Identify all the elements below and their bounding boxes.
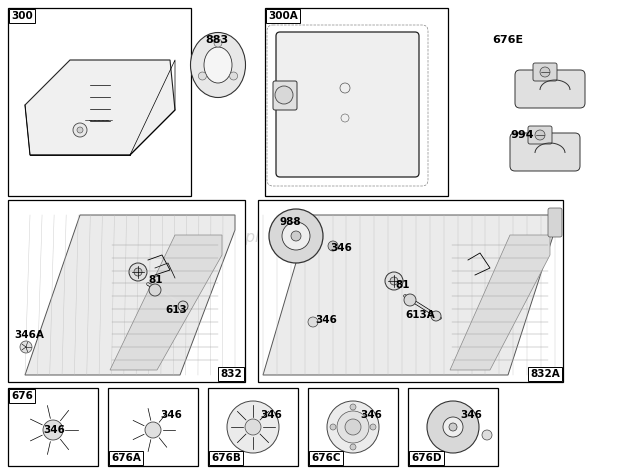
Circle shape	[427, 401, 479, 453]
Circle shape	[328, 241, 338, 251]
Circle shape	[385, 272, 403, 290]
Text: 994: 994	[510, 130, 534, 140]
Text: 613: 613	[165, 305, 187, 315]
Circle shape	[350, 404, 356, 410]
Circle shape	[327, 401, 379, 453]
Polygon shape	[25, 215, 235, 375]
Text: 676A: 676A	[111, 453, 141, 463]
Circle shape	[269, 209, 323, 263]
Text: 988: 988	[280, 217, 301, 227]
Text: eReplacementParts.com: eReplacementParts.com	[216, 230, 404, 245]
Text: 346: 346	[260, 410, 282, 420]
Circle shape	[431, 311, 441, 321]
Circle shape	[404, 294, 416, 306]
Text: 346: 346	[315, 315, 337, 325]
Circle shape	[178, 301, 188, 311]
FancyBboxPatch shape	[533, 63, 557, 81]
Text: 346: 346	[160, 410, 182, 420]
Circle shape	[535, 130, 545, 140]
Text: 346: 346	[460, 410, 482, 420]
Text: 346: 346	[43, 425, 65, 435]
FancyBboxPatch shape	[273, 81, 297, 110]
Circle shape	[443, 417, 463, 437]
Text: 300: 300	[11, 11, 33, 21]
FancyBboxPatch shape	[276, 32, 419, 177]
Circle shape	[330, 424, 336, 430]
Bar	[8, 8, 191, 196]
Bar	[108, 388, 198, 466]
Circle shape	[227, 401, 279, 453]
Polygon shape	[25, 60, 175, 155]
Circle shape	[149, 284, 161, 296]
Circle shape	[229, 72, 237, 80]
Polygon shape	[110, 235, 222, 370]
FancyBboxPatch shape	[510, 133, 580, 171]
Circle shape	[145, 422, 161, 438]
Circle shape	[350, 444, 356, 450]
Polygon shape	[263, 215, 555, 375]
Text: 346: 346	[360, 410, 382, 420]
Ellipse shape	[204, 47, 232, 83]
Circle shape	[370, 424, 376, 430]
Text: 613A: 613A	[405, 310, 435, 320]
Circle shape	[390, 277, 398, 285]
FancyBboxPatch shape	[528, 126, 552, 144]
Text: 832A: 832A	[530, 369, 560, 379]
Text: 676D: 676D	[411, 453, 441, 463]
Circle shape	[214, 39, 222, 47]
Bar	[8, 200, 245, 382]
Circle shape	[291, 231, 301, 241]
Circle shape	[77, 127, 83, 133]
Ellipse shape	[190, 32, 246, 97]
Bar	[265, 8, 448, 196]
Circle shape	[73, 123, 87, 137]
Circle shape	[198, 72, 206, 80]
Circle shape	[134, 268, 142, 276]
Polygon shape	[450, 235, 550, 370]
Text: 883: 883	[205, 35, 228, 45]
Circle shape	[282, 222, 310, 250]
Text: 676: 676	[11, 391, 33, 401]
Circle shape	[482, 430, 492, 440]
Text: 676E: 676E	[492, 35, 523, 45]
Text: 81: 81	[395, 280, 409, 290]
Circle shape	[449, 423, 457, 431]
Circle shape	[345, 419, 361, 435]
Circle shape	[337, 411, 369, 443]
Text: 81: 81	[148, 275, 162, 285]
Text: 832: 832	[220, 369, 242, 379]
Text: 676B: 676B	[211, 453, 241, 463]
Text: 300A: 300A	[268, 11, 298, 21]
Circle shape	[540, 67, 550, 77]
Circle shape	[275, 86, 293, 104]
Text: 346: 346	[330, 243, 352, 253]
FancyBboxPatch shape	[515, 70, 585, 108]
Circle shape	[129, 263, 147, 281]
Bar	[408, 388, 498, 466]
Circle shape	[308, 317, 318, 327]
Circle shape	[245, 419, 261, 435]
Circle shape	[20, 341, 32, 353]
FancyBboxPatch shape	[548, 208, 562, 237]
Bar	[308, 388, 398, 466]
Circle shape	[43, 420, 63, 440]
Text: 676C: 676C	[311, 453, 340, 463]
Bar	[258, 200, 563, 382]
Bar	[208, 388, 298, 466]
Text: 346A: 346A	[14, 330, 44, 340]
Bar	[8, 388, 98, 466]
